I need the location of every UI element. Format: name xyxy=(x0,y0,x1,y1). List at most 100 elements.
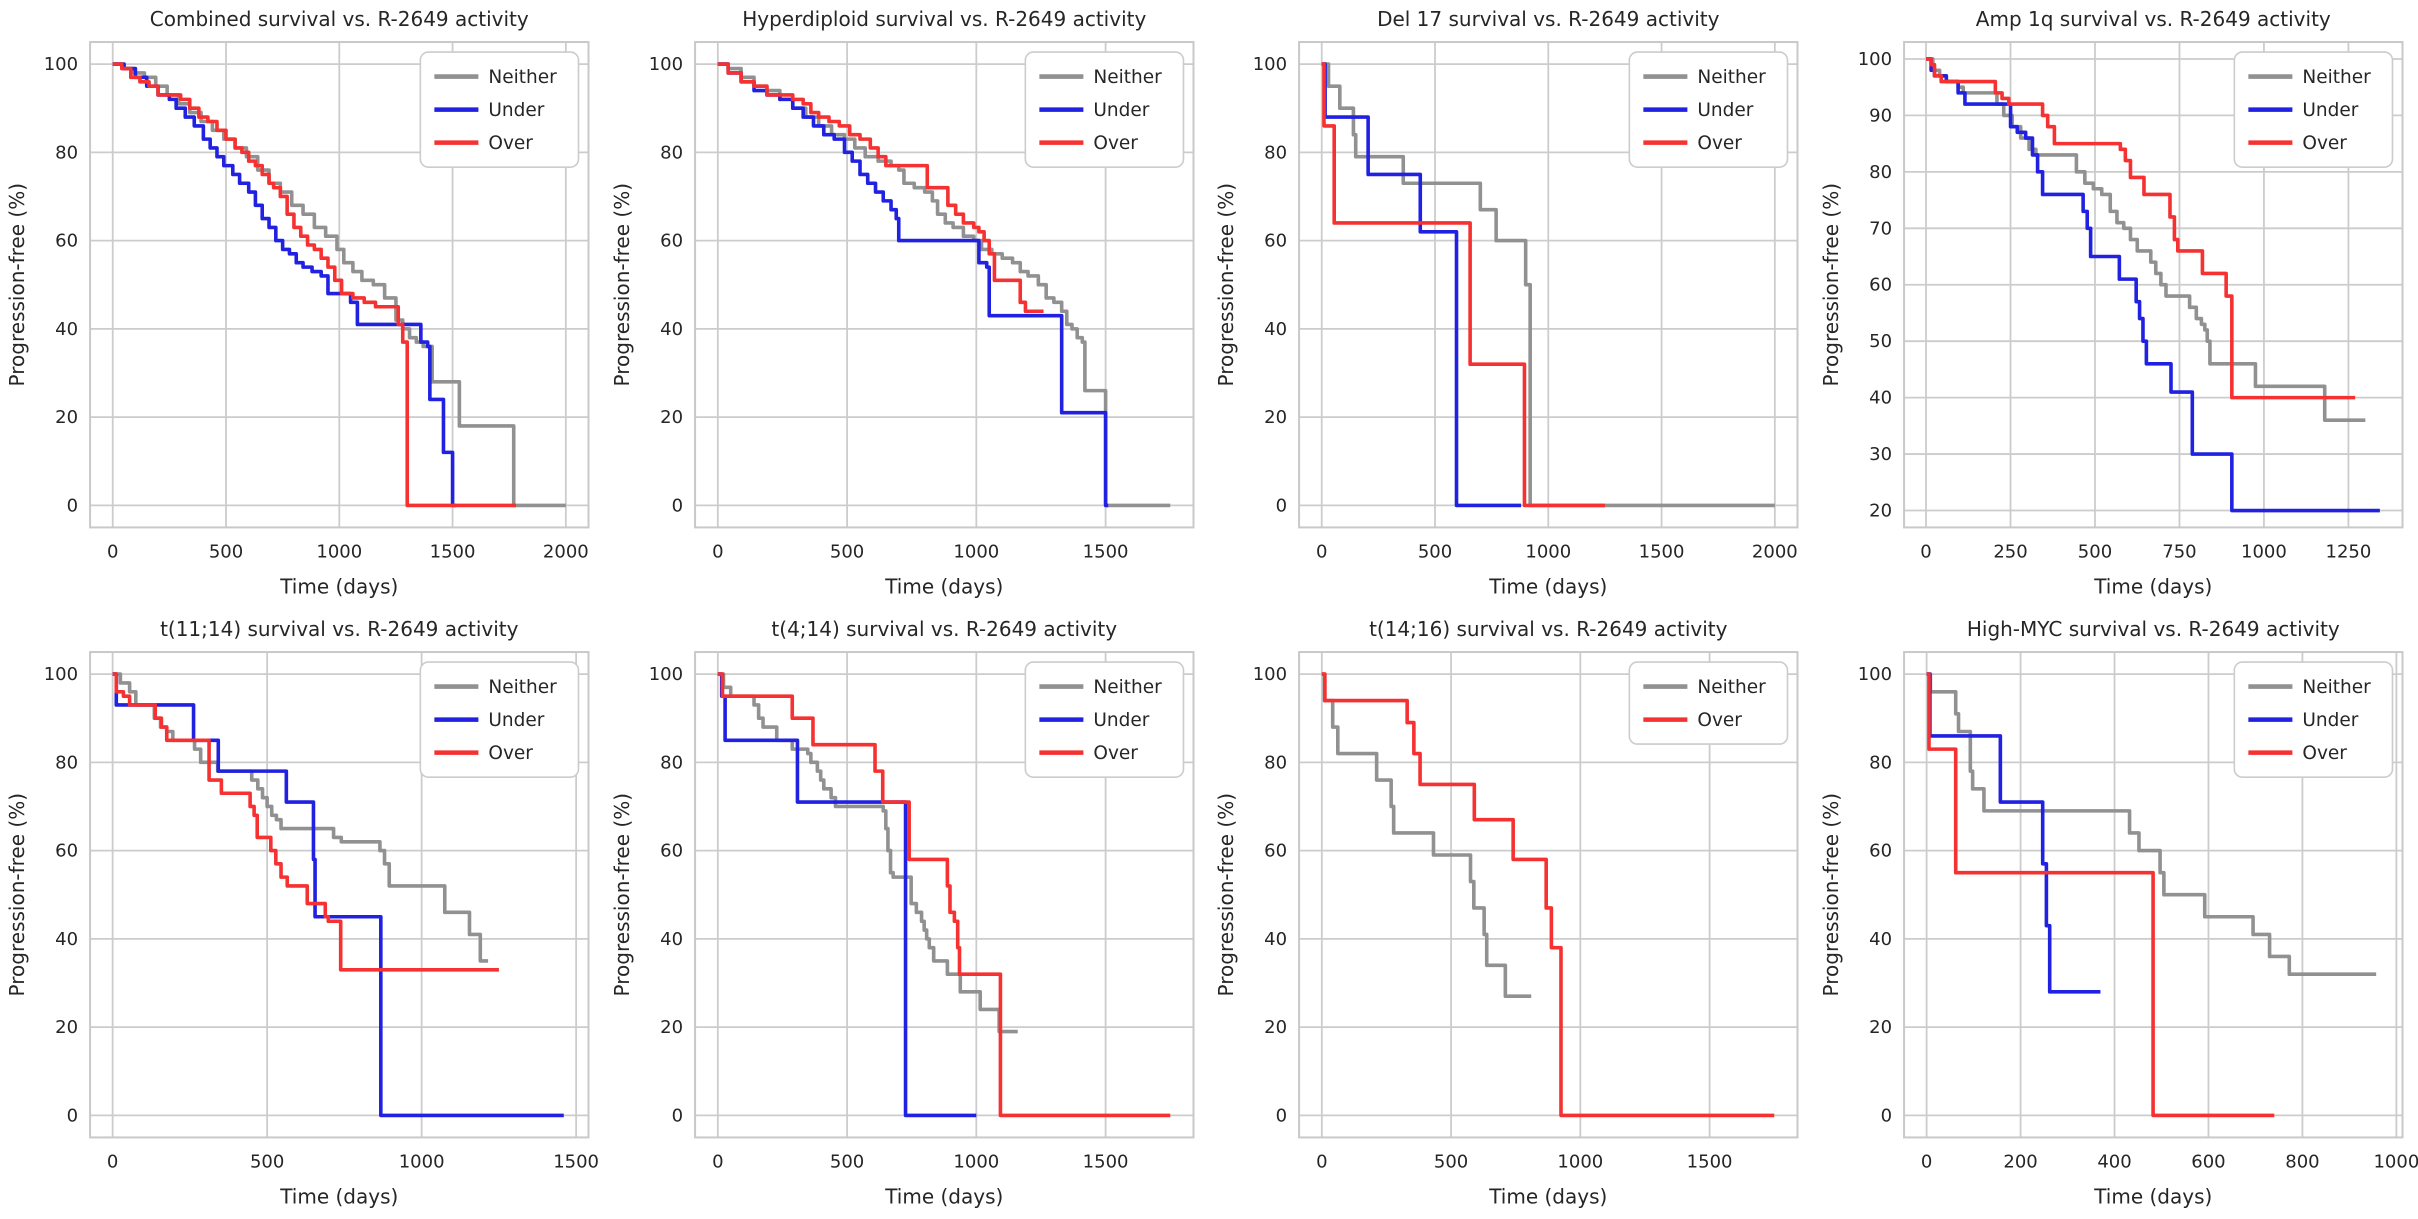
legend-box xyxy=(1629,662,1787,744)
x-tick-label: 1000 xyxy=(2241,541,2287,562)
y-tick-label: 0 xyxy=(1276,1105,1287,1126)
chart-title: High-MYC survival vs. R-2649 activity xyxy=(1966,617,2339,641)
y-tick-label: 80 xyxy=(55,752,78,773)
y-tick-label: 20 xyxy=(660,1017,683,1038)
x-tick-label: 0 xyxy=(1920,1151,1931,1172)
chart-title: t(4;14) survival vs. R-2649 activity xyxy=(771,617,1117,641)
x-axis-label: Time (days) xyxy=(2093,1184,2212,1208)
neither-curve xyxy=(1322,674,1531,996)
legend-label-over: Over xyxy=(1093,133,1138,154)
y-tick-label: 100 xyxy=(648,664,682,685)
legend-label-neither: Neither xyxy=(2302,677,2371,698)
y-axis-label: Progression-free (%) xyxy=(1819,183,1843,386)
y-tick-label: 60 xyxy=(55,231,78,252)
legend-label-under: Under xyxy=(488,710,544,731)
x-axis-label: Time (days) xyxy=(1488,574,1607,598)
legend-label-over: Over xyxy=(488,133,533,154)
legend-label-under: Under xyxy=(1697,100,1753,121)
legend-label-neither: Neither xyxy=(1697,677,1766,698)
x-axis-label: Time (days) xyxy=(884,1184,1003,1208)
y-tick-label: 0 xyxy=(67,495,78,516)
y-axis-label: Progression-free (%) xyxy=(1214,183,1238,386)
x-tick-label: 400 xyxy=(2097,1151,2131,1172)
x-tick-label: 2000 xyxy=(1752,541,1798,562)
x-tick-label: 500 xyxy=(829,1151,863,1172)
x-tick-label: 1500 xyxy=(1687,1151,1733,1172)
legend-label-under: Under xyxy=(1093,710,1149,731)
under-curve xyxy=(113,64,456,505)
y-tick-label: 60 xyxy=(660,840,683,861)
x-tick-label: 500 xyxy=(1434,1151,1468,1172)
under-curve xyxy=(1926,674,2100,992)
chart-title: Hyperdiploid survival vs. R-2649 activit… xyxy=(742,7,1146,31)
y-tick-label: 0 xyxy=(671,1105,682,1126)
y-tick-label: 0 xyxy=(671,495,682,516)
x-tick-label: 1000 xyxy=(316,541,362,562)
y-tick-label: 40 xyxy=(1869,388,1892,409)
y-tick-label: 100 xyxy=(44,54,78,75)
x-tick-label: 1500 xyxy=(1639,541,1685,562)
y-tick-label: 40 xyxy=(1869,928,1892,949)
x-tick-label: 500 xyxy=(250,1151,284,1172)
y-tick-label: 100 xyxy=(1253,664,1287,685)
y-axis-label: Progression-free (%) xyxy=(5,793,29,996)
x-tick-label: 0 xyxy=(1316,541,1327,562)
chart-title: t(14;16) survival vs. R-2649 activity xyxy=(1369,617,1728,641)
y-tick-label: 80 xyxy=(660,752,683,773)
y-tick-label: 100 xyxy=(1253,54,1287,75)
over-curve xyxy=(1322,64,1605,505)
y-tick-label: 20 xyxy=(55,1017,78,1038)
y-tick-label: 100 xyxy=(648,54,682,75)
x-tick-label: 1000 xyxy=(953,1151,999,1172)
y-tick-label: 100 xyxy=(1857,49,1891,70)
y-tick-label: 40 xyxy=(55,928,78,949)
y-tick-label: 80 xyxy=(55,142,78,163)
y-tick-label: 50 xyxy=(1869,331,1892,352)
chart-title: Combined survival vs. R-2649 activity xyxy=(150,7,529,31)
y-tick-label: 100 xyxy=(1857,664,1891,685)
legend-label-over: Over xyxy=(1697,133,1742,154)
x-tick-label: 600 xyxy=(2191,1151,2225,1172)
y-tick-label: 40 xyxy=(660,928,683,949)
x-axis-label: Time (days) xyxy=(2093,574,2212,598)
x-tick-label: 1000 xyxy=(2373,1151,2418,1172)
y-tick-label: 20 xyxy=(1264,407,1287,428)
x-tick-label: 1000 xyxy=(399,1151,445,1172)
legend-label-neither: Neither xyxy=(1093,677,1162,698)
y-tick-label: 80 xyxy=(1264,142,1287,163)
legend-label-over: Over xyxy=(2302,133,2347,154)
chart-title: Amp 1q survival vs. R-2649 activity xyxy=(1975,7,2330,31)
x-tick-label: 500 xyxy=(209,541,243,562)
y-axis-label: Progression-free (%) xyxy=(610,793,634,996)
y-tick-label: 60 xyxy=(1869,275,1892,296)
y-tick-label: 20 xyxy=(55,407,78,428)
x-axis-label: Time (days) xyxy=(1488,1184,1607,1208)
x-tick-label: 1500 xyxy=(430,541,476,562)
legend-label-neither: Neither xyxy=(1697,67,1766,88)
legend-label-under: Under xyxy=(2302,710,2358,731)
legend-label-neither: Neither xyxy=(1093,67,1162,88)
y-tick-label: 20 xyxy=(1869,501,1892,522)
y-tick-label: 100 xyxy=(44,664,78,685)
y-tick-label: 80 xyxy=(660,142,683,163)
x-axis-label: Time (days) xyxy=(279,1184,398,1208)
x-tick-label: 250 xyxy=(1993,541,2027,562)
x-tick-label: 1000 xyxy=(1525,541,1571,562)
x-tick-label: 500 xyxy=(1418,541,1452,562)
y-axis-label: Progression-free (%) xyxy=(1819,793,1843,996)
y-tick-label: 40 xyxy=(1264,928,1287,949)
y-tick-label: 80 xyxy=(1869,162,1892,183)
x-tick-label: 200 xyxy=(2003,1151,2037,1172)
legend-label-neither: Neither xyxy=(2302,67,2371,88)
